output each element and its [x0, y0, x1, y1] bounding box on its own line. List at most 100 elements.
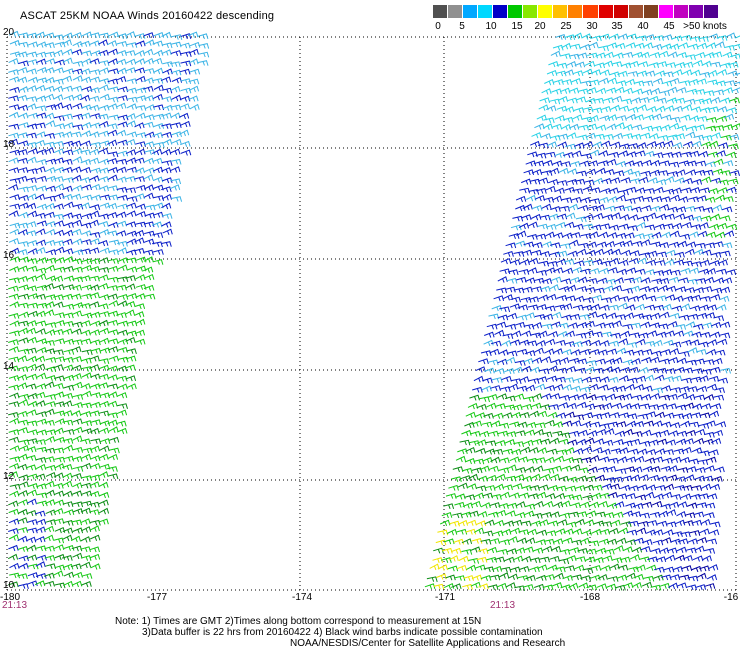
wind-barb [18, 141, 28, 146]
wind-barb [539, 369, 549, 374]
wind-barb [144, 59, 153, 65]
wind-barb [461, 550, 471, 555]
wind-barb [726, 33, 736, 39]
wind-barb [558, 403, 568, 408]
wind-barb [433, 558, 443, 563]
wind-barb [90, 492, 100, 497]
wind-barb [90, 77, 100, 82]
wind-barb [457, 566, 467, 571]
wind-barb [647, 331, 657, 337]
wind-barb [663, 530, 673, 536]
wind-barb [462, 585, 472, 590]
wind-barb [626, 268, 636, 273]
wind-barb [9, 430, 19, 435]
wind-barb [620, 215, 630, 221]
wind-barb [519, 270, 529, 275]
wind-barb [10, 195, 20, 200]
wind-barb [55, 124, 65, 129]
wind-barb [599, 78, 609, 84]
wind-barb [143, 250, 153, 255]
wind-barb [81, 160, 91, 165]
wind-barb [505, 440, 515, 445]
wind-barb [18, 500, 28, 506]
wind-barb [430, 564, 439, 570]
wind-barb [73, 382, 83, 388]
wind-barb [494, 557, 504, 562]
wind-barb [456, 457, 466, 463]
wind-barb [708, 189, 718, 194]
wind-barb [547, 376, 557, 381]
wind-barb [467, 484, 477, 490]
wind-barb [108, 59, 118, 65]
wind-barb [507, 279, 517, 284]
wind-barb [145, 168, 155, 174]
wind-barb [73, 428, 83, 434]
wind-barb [548, 180, 558, 185]
wind-barb [457, 530, 467, 535]
wind-barb [466, 412, 476, 418]
wind-barb [666, 440, 676, 445]
wind-barb [670, 195, 680, 201]
wind-barb [699, 424, 709, 429]
wind-barb [651, 89, 660, 95]
wind-barb [98, 284, 108, 290]
wind-barb [623, 53, 633, 58]
wind-barb [647, 107, 657, 113]
wind-barb [98, 304, 108, 309]
wind-barb [530, 411, 540, 417]
wind-barb [107, 467, 117, 472]
wind-barb [600, 341, 610, 347]
wind-barb [548, 413, 558, 419]
wind-barb [171, 113, 180, 119]
wind-barb [727, 224, 737, 229]
wind-barb [718, 143, 728, 148]
wind-barb [36, 321, 46, 326]
wind-barb [574, 108, 584, 113]
wind-barb [592, 414, 602, 419]
wind-barb [691, 107, 701, 112]
wind-barb [516, 278, 526, 283]
wind-barb [695, 171, 705, 176]
wind-barb [697, 387, 707, 392]
wind-barb [615, 431, 625, 436]
wind-barb [619, 413, 629, 418]
wind-barb [89, 96, 99, 101]
wind-barb [685, 132, 695, 138]
wind-barb [521, 447, 531, 453]
wind-barb [681, 152, 691, 157]
wind-barb [726, 108, 736, 113]
wind-barb [685, 513, 695, 518]
wind-barb [612, 558, 622, 563]
wind-barb [563, 576, 573, 581]
wind-barb [551, 322, 561, 327]
wind-barb [728, 144, 738, 149]
wind-barb [143, 87, 153, 92]
wind-barb [585, 62, 595, 68]
wind-barb [46, 105, 56, 110]
note-line: 3)Data buffer is 22 hrs from 20160422 4)… [0, 627, 740, 638]
wind-barb [10, 204, 20, 209]
wind-barb [608, 577, 618, 582]
wind-barb [593, 142, 603, 148]
wind-barb [134, 312, 144, 318]
wind-barb [595, 359, 605, 364]
wind-barb [72, 214, 82, 219]
wind-barb [127, 267, 137, 272]
wind-barb [81, 141, 91, 146]
wind-barb [37, 286, 47, 291]
wind-barb [117, 366, 127, 371]
wind-barb [36, 384, 46, 389]
wind-barb [651, 242, 661, 247]
wind-barb [569, 240, 579, 246]
wind-barb [44, 535, 54, 541]
wind-barb [683, 179, 693, 184]
wind-barb [608, 268, 618, 273]
wind-barb [692, 141, 702, 147]
wind-barb [650, 53, 660, 58]
wind-barb [624, 278, 634, 283]
wind-barb [722, 243, 732, 248]
wind-barb [545, 152, 555, 157]
wind-barb [573, 115, 583, 121]
wind-barb [652, 45, 662, 50]
